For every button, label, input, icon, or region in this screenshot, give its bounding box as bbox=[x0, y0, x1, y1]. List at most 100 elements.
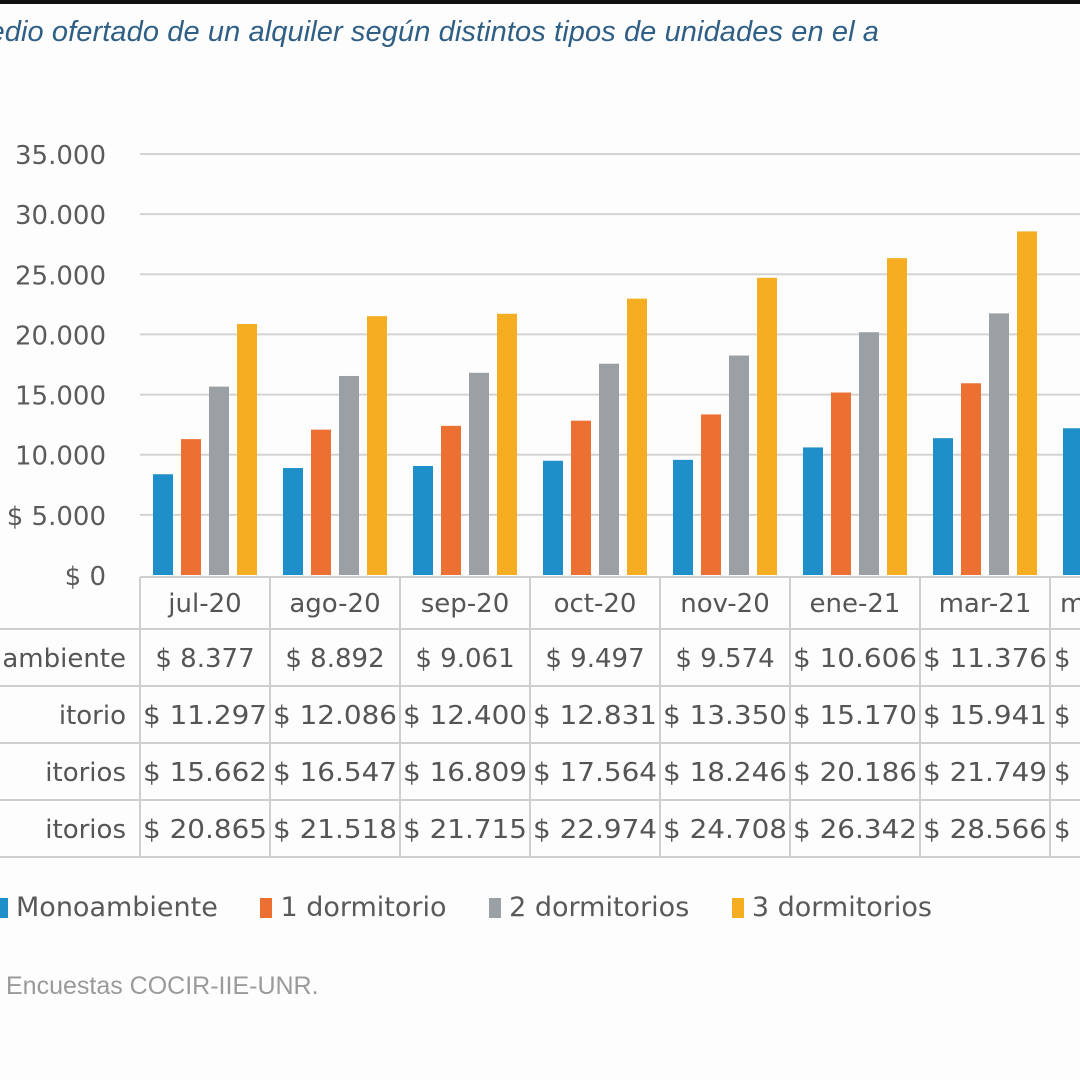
y-tick-label: 15.000 bbox=[15, 382, 106, 412]
chart-title: omedio ofertado de un alquiler según dis… bbox=[0, 16, 880, 48]
legend-item-1-dormitorio: 1 dormitorio bbox=[260, 892, 447, 923]
bar-2-dormitorios-ago-20 bbox=[339, 375, 359, 575]
y-tick-label: $ 0 bbox=[65, 562, 106, 592]
y-tick-label: 35.000 bbox=[15, 141, 106, 171]
table-cell: $ 9.061 bbox=[415, 644, 514, 674]
bar-1-dormitorio-mar-21 bbox=[961, 383, 981, 575]
table-row-label: ambiente bbox=[2, 644, 126, 674]
bar-monoambiente-mar-21 bbox=[933, 438, 953, 575]
table-cell: $ 13.350 bbox=[663, 701, 787, 731]
table-cell: $ bbox=[1054, 644, 1071, 674]
table-cell: $ 15.662 bbox=[143, 758, 267, 788]
table-cell: $ 11.376 bbox=[923, 644, 1047, 674]
table-cell: $ 9.574 bbox=[675, 644, 774, 674]
bar-3-dormitorios-nov-20 bbox=[757, 277, 777, 575]
bar-2-dormitorios-sep-20 bbox=[469, 372, 489, 575]
table-cell: $ 24.708 bbox=[663, 815, 787, 845]
legend-label: 1 dormitorio bbox=[280, 892, 447, 923]
table-cell: $ 10.606 bbox=[793, 644, 917, 674]
legend-label: 3 dormitorios bbox=[751, 892, 932, 923]
table-cell: $ 18.246 bbox=[663, 758, 787, 788]
bar-monoambiente-oct-20 bbox=[543, 460, 563, 575]
x-category-label: mar-21 bbox=[939, 589, 1032, 619]
table-cell: $ 26.342 bbox=[793, 815, 917, 845]
bars bbox=[153, 231, 1080, 575]
bar-1-dormitorio-nov-20 bbox=[701, 414, 721, 575]
table-cell: $ 15.941 bbox=[923, 701, 1047, 731]
bar-3-dormitorios-mar-21 bbox=[1017, 231, 1037, 575]
bar-2-dormitorios-jul-20 bbox=[209, 386, 229, 575]
bar-monoambiente-ago-20 bbox=[283, 468, 303, 575]
bar-monoambiente-nov-20 bbox=[673, 459, 693, 575]
table-cell: $ 21.518 bbox=[273, 815, 397, 845]
legend-swatch bbox=[260, 898, 273, 918]
table-cell: $ 8.377 bbox=[155, 644, 254, 674]
table-cell: $ 22.974 bbox=[533, 815, 657, 845]
table-row-label: itorios bbox=[45, 758, 126, 788]
table-cell: $ 21.715 bbox=[403, 815, 527, 845]
table-cell: $ 17.564 bbox=[533, 758, 657, 788]
legend-swatch bbox=[0, 898, 8, 918]
x-category-label: nov-20 bbox=[680, 589, 770, 619]
bar-3-dormitorios-ago-20 bbox=[367, 316, 387, 575]
bar-monoambiente-jul-20 bbox=[153, 474, 173, 575]
x-category-label: sep-20 bbox=[421, 589, 510, 619]
bar-1-dormitorio-ago-20 bbox=[311, 429, 331, 575]
x-category-label: ene-21 bbox=[810, 589, 901, 619]
bar-2-dormitorios-oct-20 bbox=[599, 363, 619, 575]
y-tick-label: 25.000 bbox=[15, 261, 106, 291]
bar-1-dormitorio-jul-20 bbox=[181, 439, 201, 575]
source-note: Encuestas COCIR-IIE-UNR. bbox=[6, 972, 319, 1000]
top-border bbox=[0, 0, 1080, 4]
bar-monoambiente-sep-20 bbox=[413, 466, 433, 575]
gridlines bbox=[140, 153, 1080, 516]
bar-2-dormitorios-mar-21 bbox=[989, 313, 1009, 575]
table-cell: $ 12.086 bbox=[273, 701, 397, 731]
legend-item-monoambiente: Monoambiente bbox=[0, 892, 218, 923]
table-cell: $ 9.497 bbox=[545, 644, 644, 674]
x-category-label: oct-20 bbox=[554, 589, 637, 619]
legend-label: Monoambiente bbox=[16, 892, 218, 923]
table-cell: $ 16.547 bbox=[273, 758, 397, 788]
table-cell: $ 20.186 bbox=[793, 758, 917, 788]
data-table: jul-20 ago-20 sep-20 oct-20 nov-20 ene-21 mar-… bbox=[0, 576, 1080, 858]
table-cell: $ 16.809 bbox=[403, 758, 527, 788]
legend: Monoambiente 1 dormitorio 2 dormitorios … bbox=[0, 892, 966, 923]
table-row-label: itorios bbox=[45, 815, 126, 845]
table-cell: $ 12.831 bbox=[533, 701, 657, 731]
table-cell: $ 20.865 bbox=[143, 815, 267, 845]
x-category-label: jul-20 bbox=[167, 589, 241, 619]
table-cell: $ 28.566 bbox=[923, 815, 1047, 845]
bar-1-dormitorio-sep-20 bbox=[441, 425, 461, 575]
bar-2-dormitorios-nov-20 bbox=[729, 355, 749, 575]
bar-1-dormitorio-ene-21 bbox=[831, 392, 851, 575]
y-tick-label: 20.000 bbox=[15, 321, 106, 351]
x-category-label: m bbox=[1060, 589, 1080, 619]
table-cell: $ 21.749 bbox=[923, 758, 1047, 788]
bar-3-dormitorios-oct-20 bbox=[627, 298, 647, 575]
table-cell: $ bbox=[1054, 701, 1071, 731]
y-tick-label: 10.000 bbox=[15, 442, 106, 472]
y-tick-label: 30.000 bbox=[15, 201, 106, 231]
bar-monoambiente-ene-21 bbox=[803, 447, 823, 575]
legend-item-2-dormitorios: 2 dormitorios bbox=[489, 892, 689, 923]
bar-2-dormitorios-ene-21 bbox=[859, 332, 879, 575]
bar-1-dormitorio-oct-20 bbox=[571, 420, 591, 575]
y-tick-label: $ 5.000 bbox=[7, 502, 106, 532]
legend-swatch bbox=[489, 898, 502, 918]
x-category-label: ago-20 bbox=[289, 589, 380, 619]
legend-item-3-dormitorios: 3 dormitorios bbox=[731, 892, 932, 923]
table-cell: $ 11.297 bbox=[143, 701, 267, 731]
bar-monoambiente-m bbox=[1063, 428, 1080, 575]
bar-3-dormitorios-ene-21 bbox=[887, 258, 907, 575]
legend-swatch bbox=[731, 898, 744, 918]
legend-label: 2 dormitorios bbox=[509, 892, 690, 923]
table-cell: $ bbox=[1054, 815, 1071, 845]
table-cell: $ bbox=[1054, 758, 1071, 788]
y-axis-ticks: $ 0 $ 5.000 10.000 15.000 20.000 25.000 30.000… bbox=[7, 141, 106, 592]
table-row-label: itorio bbox=[59, 701, 126, 731]
table-cell: $ 8.892 bbox=[285, 644, 384, 674]
table-cell: $ 12.400 bbox=[403, 701, 527, 731]
table-cell: $ 15.170 bbox=[793, 701, 917, 731]
